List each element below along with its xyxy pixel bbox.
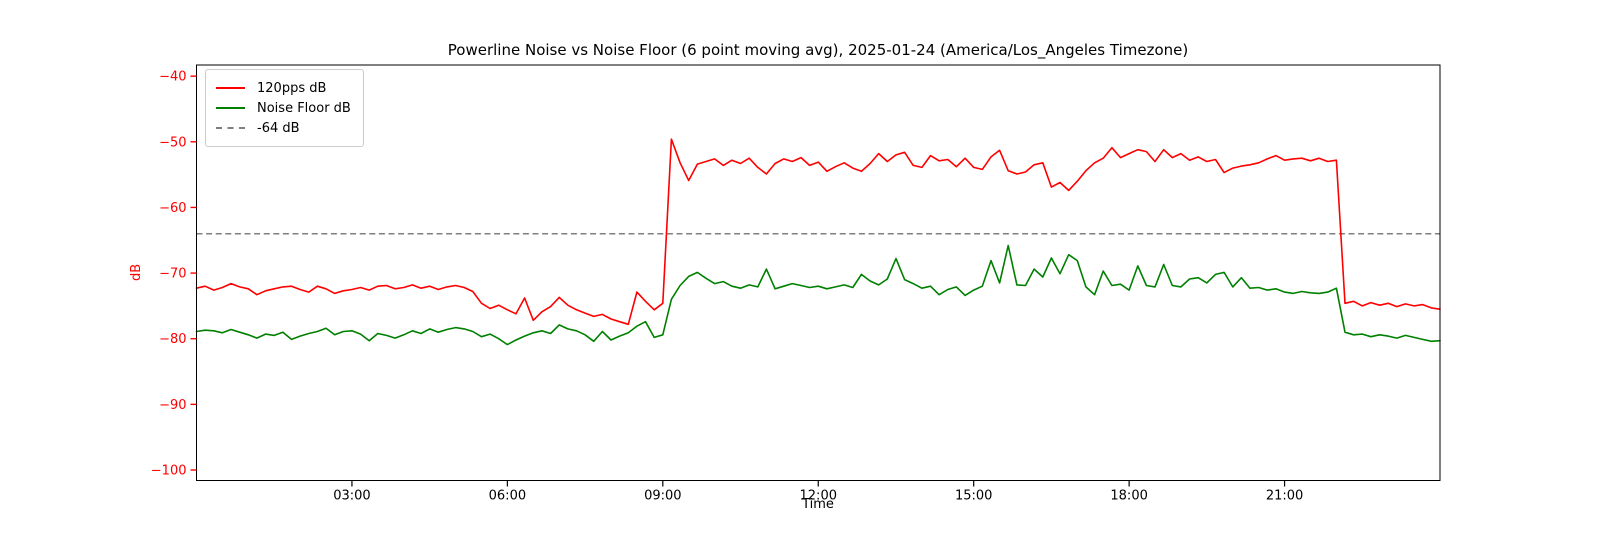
legend: 120pps dB Noise Floor dB -64 dB — [205, 69, 364, 147]
x-tick-label: 09:00 — [644, 489, 681, 504]
x-tick-label: 21:00 — [1266, 489, 1303, 504]
y-tick-label: −70 — [159, 267, 186, 282]
x-tick-label: 03:00 — [333, 489, 370, 504]
x-tick-label: 15:00 — [955, 489, 992, 504]
plot-border — [196, 64, 1441, 481]
y-tick-label: −40 — [159, 70, 186, 85]
legend-dashed-line-icon — [216, 127, 245, 129]
y-tick-label: −90 — [159, 398, 186, 413]
y-axis-label: dB — [129, 263, 144, 281]
chart-title: Powerline Noise vs Noise Floor (6 point … — [447, 41, 1189, 59]
legend-item-noise-floor: Noise Floor dB — [216, 98, 351, 118]
y-tick-label: −50 — [159, 135, 186, 150]
legend-item-reference: -64 dB — [216, 118, 351, 138]
x-tick-label: 18:00 — [1110, 489, 1147, 504]
line-noise-floor-db — [195, 244, 1441, 346]
line-120pps-db — [195, 138, 1441, 326]
legend-label-reference: -64 dB — [257, 120, 300, 136]
legend-line-120pps-icon — [216, 87, 245, 89]
legend-line-noise-floor-icon — [216, 107, 245, 109]
x-tick-label: 06:00 — [489, 489, 526, 504]
legend-label-120pps: 120pps dB — [257, 80, 327, 96]
y-tick-label: −80 — [159, 332, 186, 347]
legend-label-noise-floor: Noise Floor dB — [257, 100, 351, 116]
legend-item-120pps: 120pps dB — [216, 78, 351, 98]
y-tick-label: −60 — [159, 201, 186, 216]
y-tick-label: −100 — [151, 463, 187, 478]
x-axis-label: Time — [802, 497, 834, 512]
x-tick-label: 12:00 — [800, 489, 837, 504]
